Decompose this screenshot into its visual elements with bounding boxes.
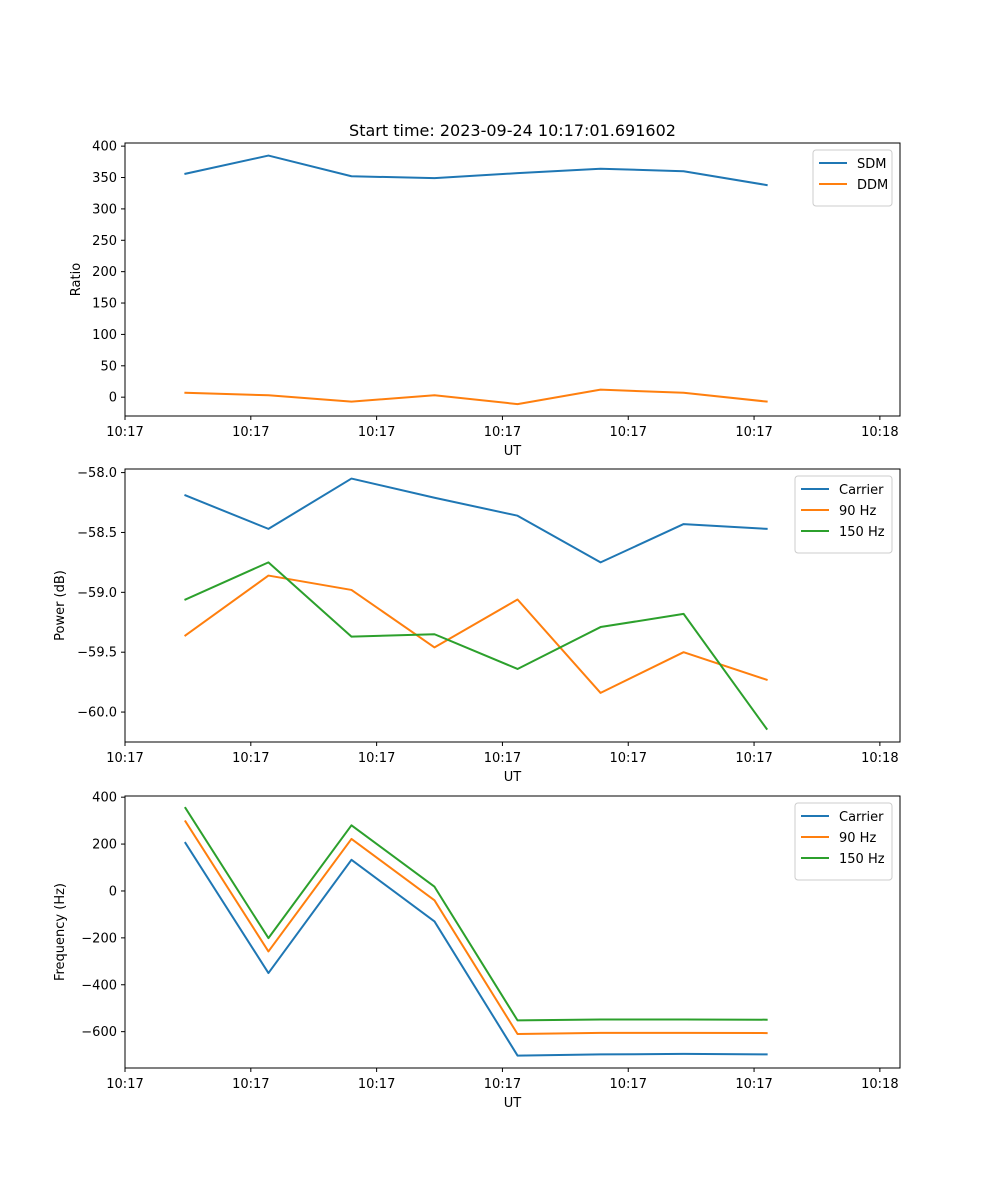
x-tick-label: 10:17 xyxy=(484,751,521,766)
x-tick-label: 10:17 xyxy=(106,751,143,766)
y-tick-label: −600 xyxy=(81,1025,117,1040)
x-tick-label: 10:17 xyxy=(232,1077,269,1092)
y-tick-label: 350 xyxy=(92,171,117,186)
y-tick-label: 0 xyxy=(109,391,117,406)
y-axis-label: Ratio xyxy=(69,263,84,296)
series-line-carrier xyxy=(184,477,768,564)
x-tick-label: 10:17 xyxy=(484,1077,521,1092)
legend: Carrier 90 Hz 150 Hz xyxy=(794,802,893,881)
x-tick-label: 10:17 xyxy=(232,751,269,766)
y-tick-label: −400 xyxy=(81,978,117,993)
x-tick-label: 10:17 xyxy=(358,425,395,440)
y-tick-label: 400 xyxy=(92,791,117,806)
legend-label: SDM xyxy=(857,157,886,172)
axes-frame xyxy=(124,142,901,417)
x-axis-label: UT xyxy=(504,444,522,459)
y-tick-label: 100 xyxy=(92,328,117,343)
x-axis-label: UT xyxy=(504,1096,522,1111)
legend-label: 90 Hz xyxy=(839,831,876,846)
axes-frame xyxy=(124,795,901,1069)
legend-box xyxy=(794,802,893,881)
y-tick-label: −60.0 xyxy=(77,706,117,721)
figure-title: Start time: 2023-09-24 10:17:01.691602 xyxy=(349,121,676,140)
legend-label: Carrier xyxy=(839,483,884,498)
series-line-150-hz xyxy=(184,806,768,1022)
y-axis-label: Frequency (Hz) xyxy=(53,883,68,981)
legend: SDM DDM xyxy=(812,149,893,207)
x-tick-label: 10:17 xyxy=(735,1077,772,1092)
y-tick-label: 0 xyxy=(109,884,117,899)
x-tick-label: 10:17 xyxy=(735,425,772,440)
y-tick-label: −58.5 xyxy=(77,526,117,541)
series-line-150-hz xyxy=(184,561,769,731)
legend-label: 150 Hz xyxy=(839,525,885,540)
y-tick-label: 250 xyxy=(92,234,117,249)
legend: Carrier 90 Hz 150 Hz xyxy=(794,475,893,554)
chart-panel-2: 10:17 10:17 10:17 10:17 10:17 10:17 10:18 −60.0… xyxy=(53,466,901,785)
x-tick-label: 10:18 xyxy=(861,751,898,766)
x-tick-label: 10:17 xyxy=(610,1077,647,1092)
legend-label: DDM xyxy=(857,178,888,193)
x-tick-label: 10:17 xyxy=(232,425,269,440)
y-tick-label: −59.0 xyxy=(77,586,117,601)
x-tick-label: 10:17 xyxy=(484,425,521,440)
x-tick-label: 10:17 xyxy=(106,1077,143,1092)
x-tick-label: 10:17 xyxy=(358,751,395,766)
y-tick-label: 50 xyxy=(100,359,117,374)
x-tick-label: 10:17 xyxy=(735,751,772,766)
y-tick-label: −200 xyxy=(81,931,117,946)
x-tick-label: 10:17 xyxy=(610,751,647,766)
y-tick-label: 150 xyxy=(92,297,117,312)
chart-panel-3: 10:17 10:17 10:17 10:17 10:17 10:17 10:18 −600 −… xyxy=(53,791,901,1111)
series-line-90-hz xyxy=(184,819,768,1035)
legend-label: 90 Hz xyxy=(839,504,876,519)
x-axis-label: UT xyxy=(504,770,522,785)
y-tick-label: −58.0 xyxy=(77,466,117,481)
legend-label: 150 Hz xyxy=(839,852,885,867)
legend-label: Carrier xyxy=(839,810,884,825)
legend-box xyxy=(794,475,893,554)
chart-panel-1: 10:17 10:17 10:17 10:17 10:17 10:17 10:18 0 50 10… xyxy=(69,140,901,459)
series-line-90-hz xyxy=(183,574,768,694)
y-tick-label: 400 xyxy=(92,140,117,155)
x-tick-label: 10:17 xyxy=(610,425,647,440)
x-tick-label: 10:18 xyxy=(861,425,898,440)
series-line-carrier xyxy=(184,841,768,1057)
panels: 10:17 10:17 10:17 10:17 10:17 10:17 10:18 0 50 10… xyxy=(53,140,901,1111)
series-line-ddm xyxy=(184,388,768,406)
x-tick-label: 10:17 xyxy=(106,425,143,440)
axes-frame xyxy=(124,468,901,743)
y-tick-label: −59.5 xyxy=(77,646,117,661)
series-line-sdm xyxy=(184,154,768,187)
y-axis-label: Power (dB) xyxy=(53,570,68,641)
y-tick-label: 200 xyxy=(92,265,117,280)
x-tick-label: 10:17 xyxy=(358,1077,395,1092)
x-tick-label: 10:18 xyxy=(861,1077,898,1092)
y-tick-label: 300 xyxy=(92,202,117,217)
y-tick-label: 200 xyxy=(92,838,117,853)
